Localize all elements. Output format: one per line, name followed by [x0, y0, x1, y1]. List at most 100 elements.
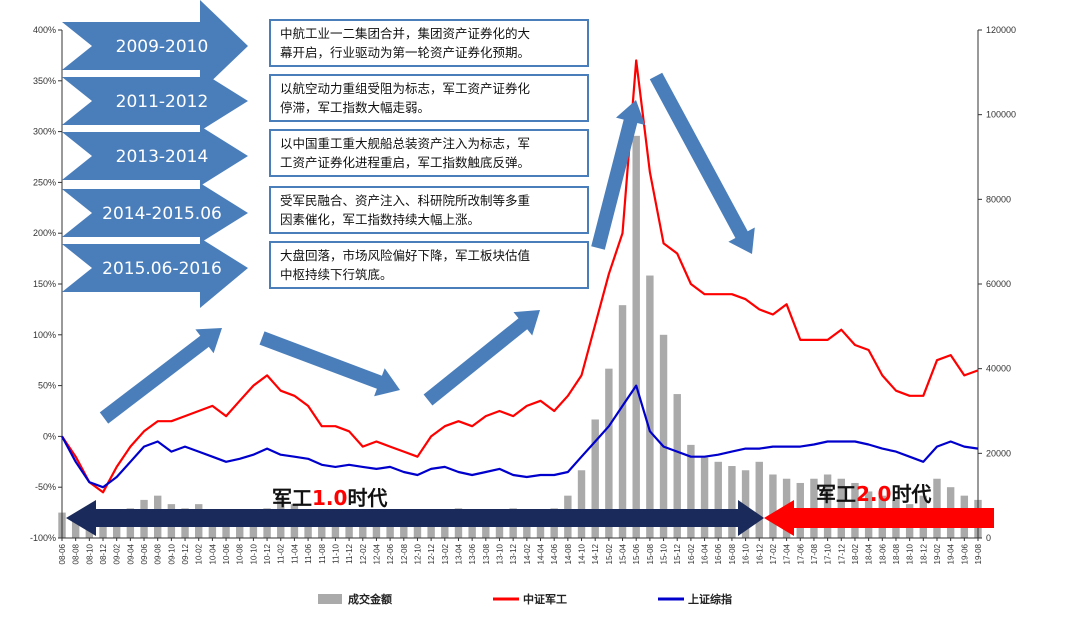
- legend-label: 成交金额: [348, 592, 392, 606]
- x-tick-label: 10-02: [195, 543, 204, 564]
- x-tick-label: 10-10: [249, 543, 258, 564]
- era-2-label: 军工2.0时代: [816, 482, 931, 506]
- x-tick-label: 11-08: [318, 543, 327, 563]
- turnover-bar: [728, 466, 736, 538]
- legend: 成交金额 中证军工 上证综指: [318, 592, 732, 606]
- index-lines: [61, 59, 979, 494]
- x-tick-label: 16-06: [714, 543, 723, 564]
- turnover-bar: [222, 516, 230, 538]
- period-chevron: [62, 126, 248, 186]
- turnover-bar: [427, 521, 435, 538]
- period-description-box: [269, 74, 589, 122]
- x-tick-label: 16-10: [742, 543, 751, 564]
- period-label: 2009-2010: [116, 37, 209, 57]
- period-description-line: 工资产证券化进程重启，军工指数触底反弹。: [280, 155, 530, 170]
- turnover-bar: [632, 135, 640, 539]
- left-tick-label: 0%: [43, 431, 56, 441]
- turnover-bar: [577, 470, 586, 538]
- x-tick-label: 14-02: [523, 543, 532, 564]
- axes: 400% 350% 300% 250% 200% 150% 100% 50% 0% -50% -10…: [30, 25, 1016, 564]
- turnover-bar: [99, 525, 107, 538]
- x-tick-label: 11-12: [345, 543, 354, 563]
- x-tick-label: 11-04: [290, 543, 299, 563]
- era-2-arrow: [764, 500, 994, 536]
- period-label: 2015.06-2016: [102, 259, 222, 279]
- x-tick-label: 11-06: [304, 543, 313, 563]
- turnover-bar: [413, 525, 422, 538]
- x-tick-label: 10-08: [236, 543, 245, 564]
- x-tick-label: 15-06: [632, 543, 641, 564]
- turnover-bar: [700, 457, 709, 538]
- trend-arrow-up: [591, 100, 646, 250]
- x-tick-label: 18-02: [851, 543, 860, 564]
- left-tick-label: 350%: [33, 76, 56, 86]
- period-description-line: 中枢持续下行筑底。: [280, 267, 393, 282]
- period-description-line: 以航空动力重组受阻为标志，军工资产证券化: [280, 81, 531, 96]
- left-tick-label: -100%: [30, 533, 56, 543]
- left-tick-label: 150%: [33, 279, 56, 289]
- turnover-bar: [71, 518, 80, 538]
- period-description-box: [269, 186, 589, 234]
- right-tick-label: 60000: [986, 279, 1011, 289]
- legend-label: 中证军工: [523, 592, 567, 606]
- turnover-bar: [386, 516, 394, 538]
- turnover-bar: [741, 470, 750, 538]
- period-description-line: 大盘回落，市场风险偏好下降，军工板块估值: [280, 248, 530, 263]
- x-tick-label: 13-08: [482, 543, 491, 564]
- x-tick-label: 13-12: [509, 543, 518, 564]
- period-label: 2014-2015.06: [102, 204, 222, 224]
- trend-arrow-down: [259, 331, 400, 397]
- left-tick-label: -50%: [35, 482, 56, 492]
- x-tick-label: 08-08: [72, 543, 81, 564]
- right-tick-label: 100000: [986, 110, 1016, 120]
- x-tick-label: 15-12: [673, 543, 682, 564]
- turnover-bar: [400, 521, 408, 538]
- period-description-line: 受军民融合、资产注入、科研院所改制等多重: [280, 193, 530, 208]
- x-tick-label: 12-12: [427, 543, 436, 564]
- trend-arrow-up: [423, 310, 540, 406]
- turnover-bar: [769, 474, 777, 538]
- x-tick-label: 16-02: [687, 543, 696, 564]
- x-tick-label: 12-06: [386, 543, 395, 564]
- x-tick-label: 11-10: [331, 543, 340, 563]
- period-description-box: [269, 19, 589, 67]
- x-tick-label: 13-04: [454, 543, 463, 564]
- turnover-bar: [755, 461, 763, 538]
- turnover-bar: [646, 275, 654, 538]
- x-tick-label: 17-10: [824, 543, 833, 564]
- x-tick-label: 17-06: [796, 543, 805, 564]
- period-description-line: 以中国重工重大舰船总装资产注入为标志，军: [280, 136, 530, 151]
- x-tick-label: 17-04: [783, 543, 792, 564]
- x-tick-label: 19-04: [947, 543, 956, 564]
- x-tick-label: 08-10: [85, 543, 94, 564]
- x-tick-label: 10-12: [263, 543, 272, 564]
- trend-arrow-down: [649, 72, 755, 254]
- x-tick-label: 10-04: [208, 543, 217, 564]
- x-tick-label: 19-06: [960, 543, 969, 564]
- x-tick-label: 08-06: [58, 543, 67, 564]
- x-tick-label: 19-02: [933, 543, 942, 564]
- shanghai-index-line: [61, 384, 979, 489]
- x-tick-label: 13-10: [495, 543, 504, 564]
- x-tick-label: 18-06: [878, 543, 887, 564]
- x-tick-label: 12-08: [400, 543, 409, 564]
- turnover-bar: [249, 516, 258, 538]
- right-tick-label: 120000: [986, 25, 1016, 35]
- x-tick-label: 17-02: [769, 543, 778, 564]
- x-tick-label: 19-08: [974, 543, 983, 564]
- military-index-line: [61, 59, 979, 494]
- x-tick-label: 14-12: [591, 543, 600, 564]
- x-tick-label: 18-04: [865, 543, 874, 564]
- x-tick-label: 10-06: [222, 543, 231, 564]
- x-tick-label: 13-02: [441, 543, 450, 564]
- period-description-line: 因素催化，军工指数持续大幅上涨。: [280, 212, 480, 227]
- right-tick-label: 40000: [986, 364, 1011, 374]
- x-tick-label: 18-12: [919, 543, 928, 564]
- period-chevron: [62, 238, 248, 308]
- legend-label: 上证综指: [688, 592, 732, 606]
- right-tick-label: 80000: [986, 194, 1011, 204]
- x-tick-label: 18-10: [906, 543, 915, 564]
- x-tick-label: 09-04: [126, 543, 135, 564]
- turnover-bar: [714, 461, 722, 538]
